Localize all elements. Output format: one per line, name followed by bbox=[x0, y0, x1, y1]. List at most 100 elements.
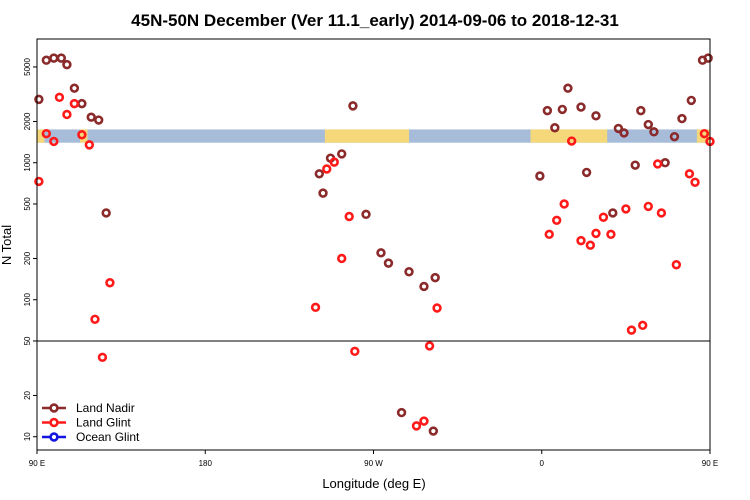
land-glint-point bbox=[84, 140, 95, 150]
land-nadir-point bbox=[318, 188, 328, 198]
land-glint-point bbox=[49, 136, 59, 147]
land-glint-point bbox=[621, 204, 631, 214]
land-nadir-point bbox=[677, 113, 687, 124]
y-tick-label: 100 bbox=[23, 293, 32, 307]
legend-land-glint-marker bbox=[49, 417, 59, 428]
legend-land-nadir-label: Land Nadir bbox=[76, 401, 135, 415]
land-nadir-point bbox=[428, 426, 439, 436]
land-glint-point bbox=[559, 199, 569, 209]
land-glint-point bbox=[598, 212, 609, 222]
land-glint-point bbox=[344, 211, 354, 222]
legend-ocean-glint-label: Ocean Glint bbox=[76, 430, 140, 444]
data-points bbox=[34, 53, 715, 436]
land-nadir-point bbox=[613, 123, 624, 134]
land-glint-point bbox=[585, 240, 596, 250]
land-nadir-point bbox=[542, 105, 553, 116]
y-axis-label: N Total bbox=[0, 225, 14, 265]
land-glint-point bbox=[97, 352, 108, 362]
y-tick-label: 500 bbox=[23, 197, 32, 211]
land-nadir-point bbox=[56, 53, 67, 63]
x-axis-label: Longitude (deg E) bbox=[322, 476, 425, 491]
land-glint-point bbox=[591, 228, 601, 239]
land-nadir-point bbox=[576, 102, 586, 112]
y-tick-label: 5000 bbox=[23, 58, 32, 76]
land-nadir-point bbox=[314, 169, 324, 179]
x-tick-label: 90 E bbox=[702, 459, 718, 468]
land-glint-point bbox=[62, 109, 72, 120]
land-nadir-point bbox=[396, 407, 407, 418]
land-nadir-point bbox=[62, 59, 72, 70]
x-tick-label: 90 W bbox=[364, 459, 383, 468]
land-nadir-point bbox=[649, 127, 659, 137]
land-nadir-point bbox=[643, 119, 654, 130]
land-glint-point bbox=[626, 325, 637, 335]
land-glint-point bbox=[90, 314, 100, 324]
land-glint-point bbox=[690, 177, 700, 187]
plot-frame bbox=[36, 38, 711, 451]
x-tick-label: 180 bbox=[199, 459, 213, 468]
land-nadir-point bbox=[93, 115, 104, 125]
land-glint-point bbox=[424, 341, 435, 351]
land-ocean-band bbox=[37, 129, 710, 143]
land-nadir-point bbox=[563, 83, 573, 93]
land-nadir-point bbox=[535, 171, 545, 181]
land-glint-point bbox=[337, 253, 347, 264]
y-tick-label: 2000 bbox=[23, 112, 32, 130]
land-glint-point bbox=[77, 130, 87, 140]
legend-land-nadir-marker bbox=[49, 403, 59, 413]
land-nadir-point bbox=[383, 258, 394, 268]
land-glint-point bbox=[322, 164, 332, 174]
land-glint-point bbox=[576, 235, 586, 246]
land-nadir-point bbox=[557, 104, 568, 115]
land-nadir-point bbox=[404, 267, 414, 277]
land-glint-point bbox=[350, 346, 360, 357]
land-nadir-point bbox=[608, 208, 618, 218]
y-tick-label: 50 bbox=[23, 336, 32, 345]
land-nadir-point bbox=[630, 160, 640, 170]
land-glint-point bbox=[411, 421, 422, 431]
land-band-segment bbox=[37, 129, 45, 143]
land-nadir-point bbox=[550, 123, 560, 133]
y-tick-label: 1000 bbox=[23, 153, 32, 171]
land-glint-point bbox=[54, 92, 65, 103]
land-glint-point bbox=[329, 157, 339, 167]
x-tick-label: 0 bbox=[540, 459, 545, 468]
land-nadir-point bbox=[591, 111, 601, 121]
land-glint-point bbox=[699, 128, 710, 139]
land-band-segment bbox=[324, 129, 410, 143]
land-glint-point bbox=[544, 229, 554, 240]
land-nadir-point bbox=[337, 149, 347, 159]
legend-ocean-glint-marker bbox=[49, 432, 59, 442]
x-tick-label: 90 E bbox=[29, 459, 45, 468]
legend-land-glint-label: Land Glint bbox=[76, 416, 131, 430]
y-tick-label: 200 bbox=[23, 251, 32, 265]
land-glint-point bbox=[652, 159, 663, 169]
land-glint-point bbox=[34, 176, 44, 187]
chart-title: 45N-50N December (Ver 11.1_early) 2014-0… bbox=[131, 11, 619, 30]
land-nadir-point bbox=[581, 167, 592, 178]
land-glint-point bbox=[606, 229, 616, 240]
y-tick-label: 10 bbox=[23, 432, 32, 441]
land-nadir-point bbox=[69, 83, 80, 93]
land-glint-point bbox=[69, 98, 80, 109]
land-glint-point bbox=[310, 302, 321, 313]
land-glint-point bbox=[552, 215, 562, 225]
land-glint-point bbox=[105, 278, 115, 288]
land-nadir-point bbox=[376, 248, 386, 258]
land-nadir-point bbox=[34, 94, 44, 105]
land-glint-point bbox=[41, 128, 52, 139]
y-tick-label: 20 bbox=[23, 390, 32, 399]
land-glint-point bbox=[637, 320, 648, 331]
land-glint-point bbox=[566, 136, 577, 146]
land-glint-point bbox=[671, 260, 682, 270]
land-nadir-point bbox=[686, 95, 697, 106]
land-nadir-point bbox=[361, 209, 371, 220]
land-glint-point bbox=[432, 303, 442, 313]
land-nadir-point bbox=[636, 105, 646, 116]
land-nadir-point bbox=[669, 131, 680, 142]
land-nadir-point bbox=[101, 208, 111, 218]
land-glint-point bbox=[419, 416, 429, 426]
land-nadir-point bbox=[430, 272, 440, 283]
